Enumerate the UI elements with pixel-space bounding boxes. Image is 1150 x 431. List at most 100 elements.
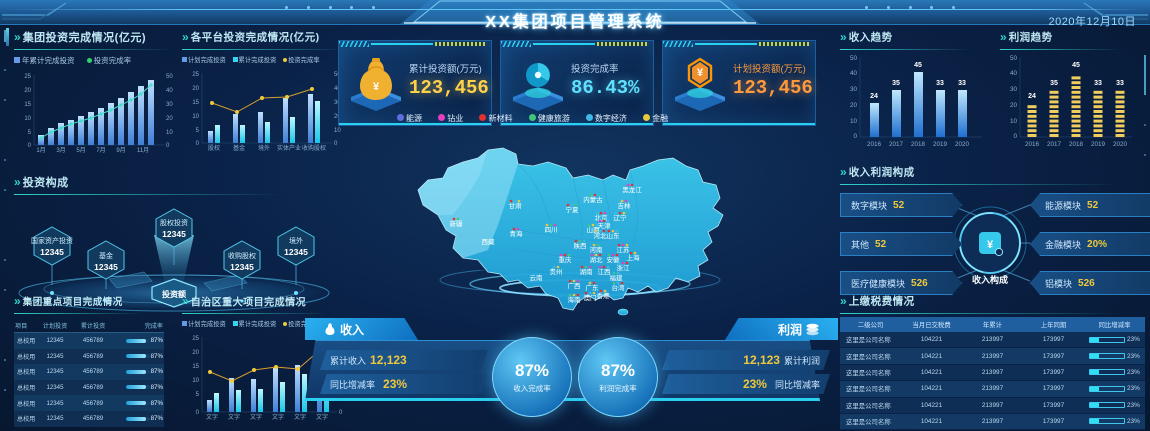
svg-text:重庆: 重庆 <box>559 255 573 264</box>
svg-text:新疆: 新疆 <box>450 219 464 228</box>
svg-text:0: 0 <box>334 141 338 147</box>
svg-text:基金: 基金 <box>233 144 245 152</box>
svg-text:贵州: 贵州 <box>550 267 563 276</box>
svg-text:收购股权: 收购股权 <box>228 251 256 260</box>
svg-text:24: 24 <box>870 93 878 100</box>
svg-text:湖南: 湖南 <box>580 267 594 276</box>
svg-text:20: 20 <box>1010 102 1018 109</box>
svg-text:15: 15 <box>24 102 31 108</box>
svg-text:30: 30 <box>166 102 173 108</box>
svg-text:5: 5 <box>196 392 200 398</box>
svg-text:辽宁: 辽宁 <box>614 213 628 222</box>
svg-text:20: 20 <box>166 116 173 122</box>
svg-text:文字: 文字 <box>294 413 306 421</box>
svg-text:湖北: 湖北 <box>590 255 604 264</box>
svg-text:10: 10 <box>24 116 31 122</box>
svg-text:2019: 2019 <box>1091 141 1106 148</box>
svg-text:20: 20 <box>850 102 858 109</box>
svg-text:0: 0 <box>1013 133 1017 140</box>
svg-text:10: 10 <box>192 378 199 384</box>
svg-text:国家资产投资: 国家资产投资 <box>31 236 73 245</box>
svg-text:2017: 2017 <box>889 141 904 148</box>
svg-text:收购股权: 收购股权 <box>302 144 326 152</box>
svg-text:福建: 福建 <box>610 273 624 282</box>
svg-text:江苏: 江苏 <box>617 245 631 254</box>
svg-text:香港: 香港 <box>597 291 611 300</box>
svg-text:海南: 海南 <box>568 295 582 304</box>
svg-text:50: 50 <box>1010 55 1018 62</box>
svg-text:0: 0 <box>28 143 32 149</box>
svg-text:四川: 四川 <box>545 226 558 234</box>
svg-text:股权: 股权 <box>208 144 220 152</box>
svg-text:陕西: 陕西 <box>574 241 588 250</box>
svg-text:台湾: 台湾 <box>612 283 626 292</box>
svg-text:9月: 9月 <box>116 147 125 154</box>
svg-text:45: 45 <box>1072 62 1080 69</box>
svg-text:天津: 天津 <box>598 222 612 230</box>
svg-text:24: 24 <box>1028 93 1036 100</box>
svg-text:10: 10 <box>1010 118 1018 125</box>
svg-text:2016: 2016 <box>867 141 882 148</box>
svg-text:吉林: 吉林 <box>618 201 632 210</box>
svg-text:¥: ¥ <box>697 67 704 79</box>
svg-text:股权投资: 股权投资 <box>160 218 188 227</box>
svg-text:实体产业: 实体产业 <box>277 144 301 152</box>
svg-text:10: 10 <box>192 114 199 120</box>
svg-text:基金: 基金 <box>99 251 113 260</box>
svg-text:云南: 云南 <box>530 273 544 282</box>
svg-text:山东: 山东 <box>607 231 621 240</box>
svg-text:2016: 2016 <box>1025 141 1040 148</box>
svg-text:35: 35 <box>892 80 900 87</box>
svg-text:12345: 12345 <box>284 247 308 257</box>
svg-text:文字: 文字 <box>206 413 218 421</box>
svg-text:5月: 5月 <box>76 147 85 154</box>
svg-text:¥: ¥ <box>373 81 380 93</box>
svg-text:河南: 河南 <box>590 245 604 254</box>
svg-text:内蒙古: 内蒙古 <box>583 195 603 204</box>
svg-text:2017: 2017 <box>1047 141 1062 148</box>
svg-text:30: 30 <box>850 86 858 93</box>
svg-text:0: 0 <box>853 133 857 140</box>
svg-text:30: 30 <box>1010 86 1018 93</box>
svg-text:12345: 12345 <box>94 262 118 272</box>
svg-text:浙江: 浙江 <box>617 263 631 272</box>
svg-text:河北: 河北 <box>594 232 608 240</box>
svg-text:宁夏: 宁夏 <box>566 205 580 214</box>
svg-text:50: 50 <box>166 74 173 80</box>
svg-text:黑龙江: 黑龙江 <box>622 185 642 194</box>
svg-text:45: 45 <box>914 62 922 69</box>
svg-text:40: 40 <box>166 88 173 94</box>
svg-text:12345: 12345 <box>162 229 186 239</box>
svg-text:0: 0 <box>339 410 343 416</box>
svg-text:文字: 文字 <box>272 413 284 421</box>
svg-text:文字: 文字 <box>250 413 262 421</box>
svg-text:33: 33 <box>1116 80 1124 87</box>
svg-text:境外: 境外 <box>289 236 303 245</box>
svg-text:25: 25 <box>192 72 199 78</box>
svg-text:10: 10 <box>166 130 173 136</box>
svg-text:33: 33 <box>936 80 944 87</box>
svg-text:7月: 7月 <box>96 147 105 154</box>
svg-text:青海: 青海 <box>510 229 524 238</box>
svg-text:西藏: 西藏 <box>482 237 496 246</box>
svg-text:35: 35 <box>1050 80 1058 87</box>
svg-text:广西: 广西 <box>568 281 582 290</box>
svg-text:15: 15 <box>192 100 199 106</box>
svg-text:11月: 11月 <box>137 147 149 154</box>
svg-text:20: 20 <box>192 350 199 356</box>
svg-text:3月: 3月 <box>56 147 65 154</box>
svg-text:广东: 广东 <box>586 283 600 292</box>
svg-text:40: 40 <box>850 70 858 77</box>
svg-text:5: 5 <box>196 128 200 134</box>
svg-text:¥: ¥ <box>987 239 994 251</box>
svg-text:0: 0 <box>166 143 170 149</box>
svg-text:10: 10 <box>334 128 341 134</box>
svg-text:2020: 2020 <box>955 141 970 148</box>
svg-text:50: 50 <box>850 55 858 62</box>
svg-text:0: 0 <box>196 141 200 147</box>
svg-text:0: 0 <box>196 410 200 416</box>
svg-text:澳门: 澳门 <box>584 293 597 302</box>
svg-text:文字: 文字 <box>228 413 240 421</box>
svg-text:2020: 2020 <box>1113 141 1128 148</box>
svg-text:25: 25 <box>24 74 31 80</box>
